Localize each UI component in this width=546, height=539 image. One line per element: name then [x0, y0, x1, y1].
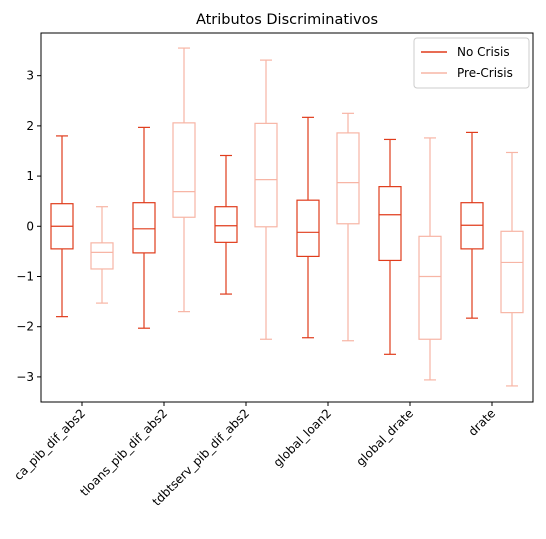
x-tick-label: global_drate: [353, 406, 416, 469]
box-no-crisis-0: [50, 135, 74, 318]
box-no-crisis-2: [214, 154, 238, 295]
x-tick-label: drate: [466, 406, 499, 439]
box-pre-crisis-2: [254, 59, 278, 340]
y-tick-label: 3: [26, 69, 34, 83]
iqr-box: [336, 132, 360, 225]
iqr-box: [132, 202, 156, 254]
y-tick-label: −1: [16, 269, 34, 283]
axes: −3 −2 −1 0 1 2 3 ca_pib_dif_abs2tloans_pib_dif_…: [11, 32, 534, 509]
legend-label: Pre-Crisis: [457, 66, 513, 80]
box-no-crisis-4: [378, 138, 402, 355]
iqr-box: [500, 230, 524, 314]
box-pre-crisis-5: [500, 151, 524, 387]
y-tick-label: 1: [26, 169, 34, 183]
x-tick-label: ca_pib_dif_abs2: [11, 406, 88, 483]
iqr-box: [296, 199, 320, 258]
chart-title: Atributos Discriminativos: [196, 12, 378, 28]
iqr-box: [172, 122, 196, 218]
legend-label: No Crisis: [457, 45, 510, 59]
y-tick-label: −2: [16, 320, 34, 334]
iqr-box: [90, 242, 114, 270]
box-pre-crisis-4: [418, 137, 442, 381]
iqr-box: [254, 122, 278, 228]
iqr-box: [214, 206, 238, 243]
legend-frame: [413, 37, 530, 89]
x-tick-label: tloans_pib_dif_abs2: [77, 406, 170, 499]
plot-area: [50, 47, 524, 387]
iqr-box: [418, 235, 442, 340]
y-tick-label: 0: [26, 219, 34, 233]
legend: No Crisis Pre-Crisis: [413, 37, 530, 89]
x-tick-label: global_loan2: [271, 406, 335, 470]
box-no-crisis-5: [460, 131, 484, 319]
box-pre-crisis-1: [172, 47, 196, 313]
box-pre-crisis-3: [336, 112, 360, 342]
x-tick-label: tdbtserv_pib_dif_abs2: [150, 406, 252, 508]
plot-frame: [40, 32, 534, 403]
box-pre-crisis-0: [90, 206, 114, 304]
y-tick-label: −3: [16, 370, 34, 384]
box-no-crisis-3: [296, 116, 320, 339]
y-tick-label: 2: [26, 119, 34, 133]
box-no-crisis-1: [132, 126, 156, 329]
iqr-box: [378, 186, 402, 262]
